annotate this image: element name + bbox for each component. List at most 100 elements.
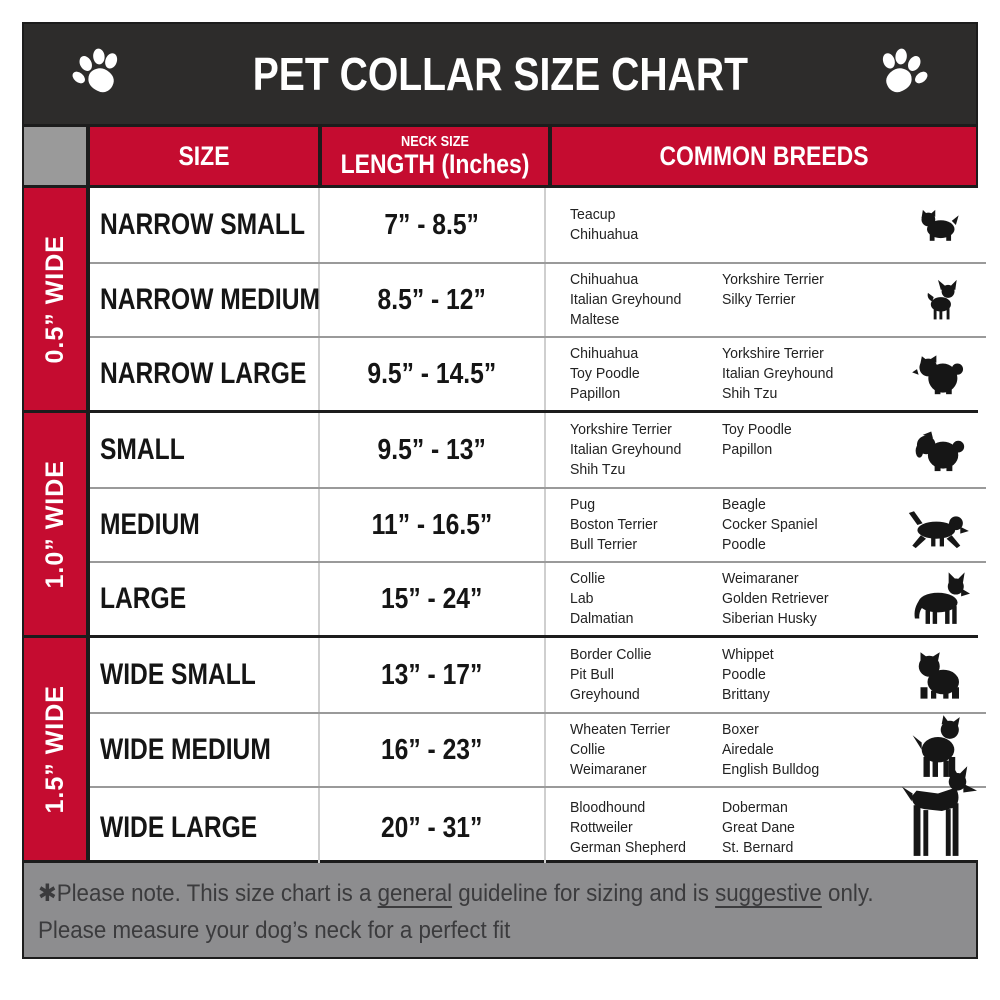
breeds-cell: Chihuahua Italian Greyhound Maltese York… [544,264,986,336]
breeds-columns: Teacup Chihuahua [570,205,890,246]
chihuahua-icon [927,279,957,320]
neck-range-cell: 13” - 17” [318,638,544,712]
group-10-wide: 1.0” WIDE SMALL 9.5” - 13” Yorkshire Ter… [24,413,986,635]
breeds-columns: Chihuahua Toy Poodle Papillon Yorkshire … [570,344,890,405]
neck-range-cell: 20” - 31” [318,788,544,868]
breeds-columns: Chihuahua Italian Greyhound Maltese York… [570,270,890,331]
group-rows: NARROW SMALL 7” - 8.5” Teacup Chihuahua [90,188,986,410]
neck-range-cell: 9.5” - 13” [318,413,544,487]
breeds-col1: Bloodhound Rottweiler German Shepherd [570,798,687,857]
breeds-columns: Border Collie Pit Bull Greyhound Whippet… [570,645,890,706]
size-chart: PET COLLAR SIZE CHART SIZE NECK SIZE LEN… [22,22,986,959]
neck-range: 7” - 8.5” [384,208,480,241]
note-line1-suffix: only. [821,880,874,907]
width-band-15: 1.5” WIDE [24,638,86,860]
breeds-col2: Beagle Cocker Spaniel Poodle [722,495,818,554]
size-cell: WIDE LARGE [90,788,318,868]
size-cell: NARROW LARGE [90,338,318,410]
breeds-col2: Boxer Airedale English Bulldog [722,720,820,779]
width-band-label: 1.5” WIDE [40,684,69,814]
size-label: WIDE MEDIUM [100,733,271,766]
bulldog-icon [918,652,959,699]
width-band-label: 0.5” WIDE [40,234,69,364]
header-spacer-cell [24,127,86,185]
header-common-breeds: COMMON BREEDS [552,127,976,185]
note-line1-prefix: ✱Please note. This size chart is a [38,880,378,907]
size-label: NARROW SMALL [100,208,305,241]
breeds-col2: Toy Poodle Papillon [722,420,792,458]
breeds-cell: Border Collie Pit Bull Greyhound Whippet… [544,638,986,712]
breeds-columns: Yorkshire Terrier Italian Greyhound Shih… [570,420,890,481]
beagle-icon [908,511,969,549]
size-label: MEDIUM [100,508,200,541]
neck-range-cell: 15” - 24” [318,563,544,635]
breed-iconbox [890,264,986,336]
breed-iconbox [890,638,986,712]
group-rows: SMALL 9.5” - 13” Yorkshire Terrier Itali… [90,413,986,635]
note-line1-middle: guideline for sizing and is [452,880,716,907]
header-size-label: SIZE [178,140,230,171]
shih-tzu-icon [915,431,965,472]
table-row: WIDE LARGE 20” - 31” Bloodhound Rottweil… [90,764,986,868]
breeds-columns: Bloodhound Rottweiler German Shepherd Do… [570,798,890,859]
neck-range: 13” - 17” [381,658,483,691]
breeds-cell: Chihuahua Toy Poodle Papillon Yorkshire … [544,338,986,410]
yorkie-icon [921,209,959,241]
breeds-cell: Bloodhound Rottweiler German Shepherd Do… [544,764,986,868]
breeds-col1: Border Collie Pit Bull Greyhound [570,645,652,704]
size-cell: MEDIUM [90,489,318,561]
table-header: SIZE NECK SIZE LENGTH (Inches) COMMON BR… [24,127,976,185]
breeds-col2: Whippet Poodle Brittany [722,645,774,704]
breed-iconbox [890,338,986,410]
breeds-cell: Yorkshire Terrier Italian Greyhound Shih… [544,413,986,487]
neck-range: 16” - 23” [381,733,483,766]
group-05-wide: 0.5” WIDE NARROW SMALL 7” - 8.5” Teacup … [24,188,986,410]
breed-iconbox [890,188,986,262]
neck-range: 9.5” - 14.5” [367,357,497,390]
breeds-columns: Pug Boston Terrier Bull Terrier Beagle C… [570,495,890,556]
neck-range: 20” - 31” [381,811,483,844]
neck-range: 15” - 24” [381,582,483,615]
width-band-label: 1.0” WIDE [40,459,69,589]
table-row: MEDIUM 11” - 16.5” Pug Boston Terrier Bu… [90,487,986,561]
group-15-wide: 1.5” WIDE WIDE SMALL 13” - 17” Border Co… [24,638,986,868]
page-title: PET COLLAR SIZE CHART [252,48,748,100]
table-row: WIDE SMALL 13” - 17” Border Collie Pit B… [90,638,986,712]
breeds-col2: Weimaraner Golden Retriever Siberian Hus… [722,569,829,628]
table-row: NARROW MEDIUM 8.5” - 12” Chihuahua Itali… [90,262,986,336]
size-label: WIDE SMALL [100,658,256,691]
note-line2: Please measure your dog’s neck for a per… [38,917,511,945]
size-label: NARROW MEDIUM [100,283,321,316]
breeds-col1: Yorkshire Terrier Italian Greyhound Shih… [570,420,682,479]
size-label: LARGE [100,582,187,615]
note-underline-suggestive: suggestive [715,880,822,907]
breeds-col2: Yorkshire Terrier Silky Terrier [722,270,824,308]
breeds-col1: Pug Boston Terrier Bull Terrier [570,495,658,554]
breed-iconbox [890,764,986,868]
size-cell: NARROW SMALL [90,188,318,262]
shepherd-icon [914,572,970,624]
breed-iconbox [890,489,986,561]
note-bar: ✱Please note. This size chart is a gener… [24,863,976,957]
breeds-cell: Teacup Chihuahua [544,188,986,262]
breeds-col2: Yorkshire Terrier Italian Greyhound Shih… [722,344,834,403]
neck-range: 11” - 16.5” [371,508,493,541]
breeds-columns: Collie Lab Dalmatian Weimaraner Golden R… [570,569,890,630]
neck-range-cell: 9.5” - 14.5” [318,338,544,410]
breed-iconbox [890,413,986,487]
breed-iconbox [890,563,986,635]
header-size: SIZE [90,127,318,185]
size-cell: SMALL [90,413,318,487]
pomeranian-icon [912,355,964,395]
header-neck-size: NECK SIZE LENGTH (Inches) [322,127,548,185]
neck-range-cell: 7” - 8.5” [318,188,544,262]
breeds-cell: Pug Boston Terrier Bull Terrier Beagle C… [544,489,986,561]
note-text: ✱Please note. This size chart is a gener… [38,875,897,949]
neck-range: 9.5” - 13” [377,433,487,466]
width-band-10: 1.0” WIDE [24,413,86,635]
size-cell: LARGE [90,563,318,635]
header-breeds-label: COMMON BREEDS [659,140,869,171]
table-row: SMALL 9.5” - 13” Yorkshire Terrier Itali… [90,413,986,487]
breeds-columns: Wheaten Terrier Collie Weimaraner Boxer … [570,720,890,781]
width-band-05: 0.5” WIDE [24,188,86,410]
